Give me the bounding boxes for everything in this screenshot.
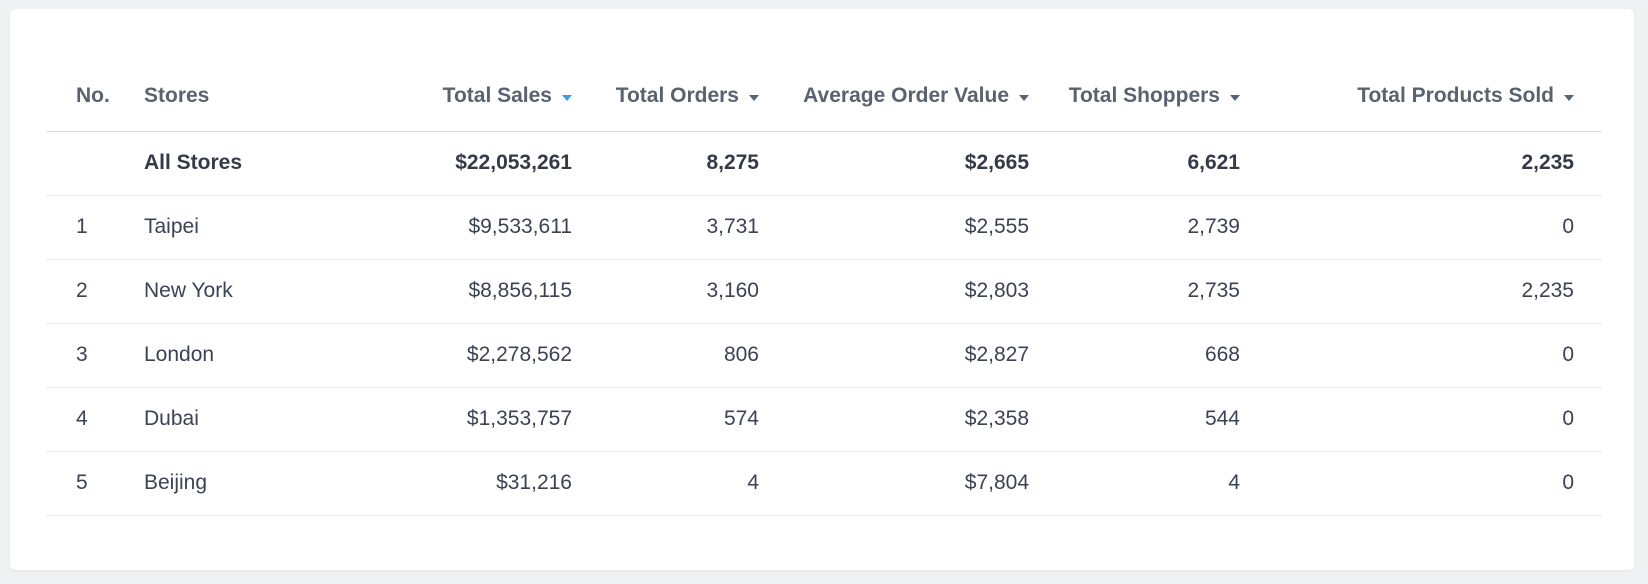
row-no-cell: 4: [46, 387, 144, 452]
sort-caret-down-icon[interactable]: [562, 94, 572, 101]
row-average-order-value-cell: $7,804: [759, 451, 1029, 516]
summary-total-shoppers-cell: 6,621: [1029, 131, 1240, 196]
row-no-cell: 5: [46, 451, 144, 516]
header-average-order-value-label: Average Order Value: [803, 83, 1009, 107]
table-row: 1 Taipei $9,533,611 3,731 $2,555 2,739 0: [46, 195, 1602, 260]
row-total-products-sold-cell: 0: [1240, 387, 1602, 452]
row-store-cell: Beijing: [144, 451, 344, 516]
row-total-shoppers-cell: 544: [1029, 387, 1240, 452]
table-row: 4 Dubai $1,353,757 574 $2,358 544 0: [46, 387, 1602, 452]
header-total-shoppers-label: Total Shoppers: [1068, 83, 1220, 107]
row-total-shoppers-cell: 2,735: [1029, 259, 1240, 324]
table-row: 2 New York $8,856,115 3,160 $2,803 2,735…: [46, 259, 1602, 324]
table-row: 3 London $2,278,562 806 $2,827 668 0: [46, 323, 1602, 388]
row-total-orders-cell: 806: [572, 323, 759, 388]
header-total-orders-label: Total Orders: [615, 83, 739, 107]
row-store-cell: New York: [144, 259, 344, 324]
summary-total-orders-cell: 8,275: [572, 131, 759, 196]
header-total-products-sold[interactable]: Total Products Sold: [1240, 65, 1602, 132]
row-total-orders-cell: 574: [572, 387, 759, 452]
summary-average-order-value-cell: $2,665: [759, 131, 1029, 196]
header-total-sales[interactable]: Total Sales: [344, 65, 572, 132]
row-no-cell: 3: [46, 323, 144, 388]
header-stores-label: Stores: [144, 83, 210, 107]
row-total-products-sold-cell: 2,235: [1240, 259, 1602, 324]
row-no-cell: 2: [46, 259, 144, 324]
header-average-order-value[interactable]: Average Order Value: [759, 65, 1029, 132]
row-total-shoppers-cell: 668: [1029, 323, 1240, 388]
row-no-cell: 1: [46, 195, 144, 260]
row-store-cell: Dubai: [144, 387, 344, 452]
row-total-sales-cell: $2,278,562: [344, 323, 572, 388]
table-row: 5 Beijing $31,216 4 $7,804 4 0: [46, 451, 1602, 516]
stores-table-card: No. Stores Total Sales Total Orders Aver…: [10, 9, 1634, 570]
header-total-products-sold-label: Total Products Sold: [1357, 83, 1554, 107]
header-total-shoppers[interactable]: Total Shoppers: [1029, 65, 1240, 132]
row-average-order-value-cell: $2,827: [759, 323, 1029, 388]
header-total-sales-label: Total Sales: [442, 83, 552, 107]
summary-row: All Stores $22,053,261 8,275 $2,665 6,62…: [46, 131, 1602, 196]
table-header-row: No. Stores Total Sales Total Orders Aver…: [46, 65, 1602, 132]
row-total-sales-cell: $1,353,757: [344, 387, 572, 452]
sort-caret-down-icon[interactable]: [1564, 94, 1574, 101]
row-total-sales-cell: $31,216: [344, 451, 572, 516]
summary-total-products-sold-cell: 2,235: [1240, 131, 1602, 196]
row-total-sales-cell: $9,533,611: [344, 195, 572, 260]
row-total-products-sold-cell: 0: [1240, 451, 1602, 516]
summary-total-sales-cell: $22,053,261: [344, 131, 572, 196]
sort-caret-down-icon[interactable]: [1019, 94, 1029, 101]
stores-table: No. Stores Total Sales Total Orders Aver…: [46, 65, 1602, 516]
header-total-orders[interactable]: Total Orders: [572, 65, 759, 132]
row-total-orders-cell: 3,731: [572, 195, 759, 260]
row-total-orders-cell: 3,160: [572, 259, 759, 324]
row-total-sales-cell: $8,856,115: [344, 259, 572, 324]
header-no: No.: [46, 65, 144, 132]
row-total-shoppers-cell: 2,739: [1029, 195, 1240, 260]
row-store-cell: London: [144, 323, 344, 388]
sort-caret-down-icon[interactable]: [1230, 94, 1240, 101]
row-total-shoppers-cell: 4: [1029, 451, 1240, 516]
row-store-cell: Taipei: [144, 195, 344, 260]
row-average-order-value-cell: $2,555: [759, 195, 1029, 260]
header-stores: Stores: [144, 65, 344, 132]
row-average-order-value-cell: $2,803: [759, 259, 1029, 324]
summary-no-cell: [46, 131, 144, 196]
row-total-orders-cell: 4: [572, 451, 759, 516]
summary-store-cell: All Stores: [144, 131, 344, 196]
sort-caret-down-icon[interactable]: [749, 94, 759, 101]
row-total-products-sold-cell: 0: [1240, 323, 1602, 388]
row-average-order-value-cell: $2,358: [759, 387, 1029, 452]
header-no-label: No.: [76, 83, 110, 107]
row-total-products-sold-cell: 0: [1240, 195, 1602, 260]
